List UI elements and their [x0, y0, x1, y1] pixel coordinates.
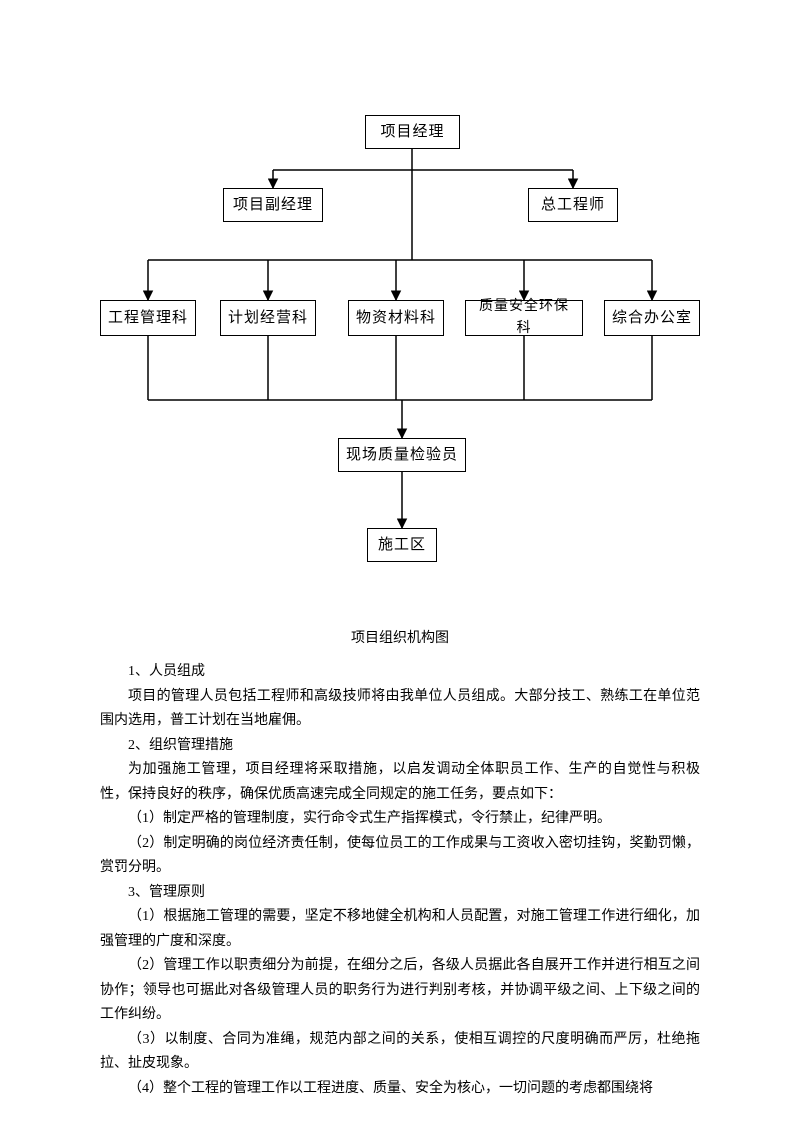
- section-2-item2: （2）制定明确的岗位经济责任制，使每位员工的工作成果与工资收入密切挂钩，奖勤罚懒…: [100, 832, 700, 881]
- node-deputy-manager: 项目副经理: [223, 188, 323, 222]
- document-body: 1、人员组成 项目的管理人员包括工程师和高级技师将由我单位人员组成。大部分技工、…: [0, 660, 800, 1101]
- node-chief-engineer: 总工程师: [528, 188, 618, 222]
- section-3-heading: 3、管理原则: [100, 881, 700, 906]
- node-construction-area: 施工区: [367, 528, 437, 562]
- section-3-item1: （1）根据施工管理的需要，坚定不移地健全机构和人员配置，对施工管理工作进行细化，…: [100, 905, 700, 954]
- section-2-heading: 2、组织管理措施: [100, 734, 700, 759]
- node-dept-materials: 物资材料科: [348, 300, 444, 336]
- section-2-item1: （1）制定严格的管理制度，实行命令式生产指挥模式，令行禁止，纪律严明。: [100, 807, 700, 832]
- section-3-item2: （2）管理工作以职责细分为前提，在细分之后，各级人员据此各自展开工作并进行相互之…: [100, 954, 700, 1028]
- node-dept-quality-safety: 质量安全环保科: [465, 300, 583, 336]
- section-3-item4: （4）整个工程的管理工作以工程进度、质量、安全为核心，一切问题的考虑都围绕将: [100, 1077, 700, 1102]
- node-dept-planning: 计划经营科: [220, 300, 316, 336]
- node-dept-office: 综合办公室: [604, 300, 700, 336]
- section-2-p1: 为加强施工管理，项目经理将采取措施，以启发调动全体职员工作、生产的自觉性与积极性…: [100, 758, 700, 807]
- node-project-manager: 项目经理: [365, 115, 460, 149]
- section-1-heading: 1、人员组成: [100, 660, 700, 685]
- section-3-item3: （3）以制度、合同为准绳，规范内部之间的关系，使相互调控的尺度明确而严厉，杜绝拖…: [100, 1028, 700, 1077]
- node-site-inspector: 现场质量检验员: [338, 438, 466, 472]
- section-1-p1: 项目的管理人员包括工程师和高级技师将由我单位人员组成。大部分技工、熟练工在单位范…: [100, 685, 700, 734]
- node-dept-engineering: 工程管理科: [100, 300, 196, 336]
- org-chart: 项目经理 项目副经理 总工程师 工程管理科 计划经营科 物资材料科 质量安全环保…: [0, 0, 800, 620]
- flowchart-caption: 项目组织机构图: [0, 628, 800, 650]
